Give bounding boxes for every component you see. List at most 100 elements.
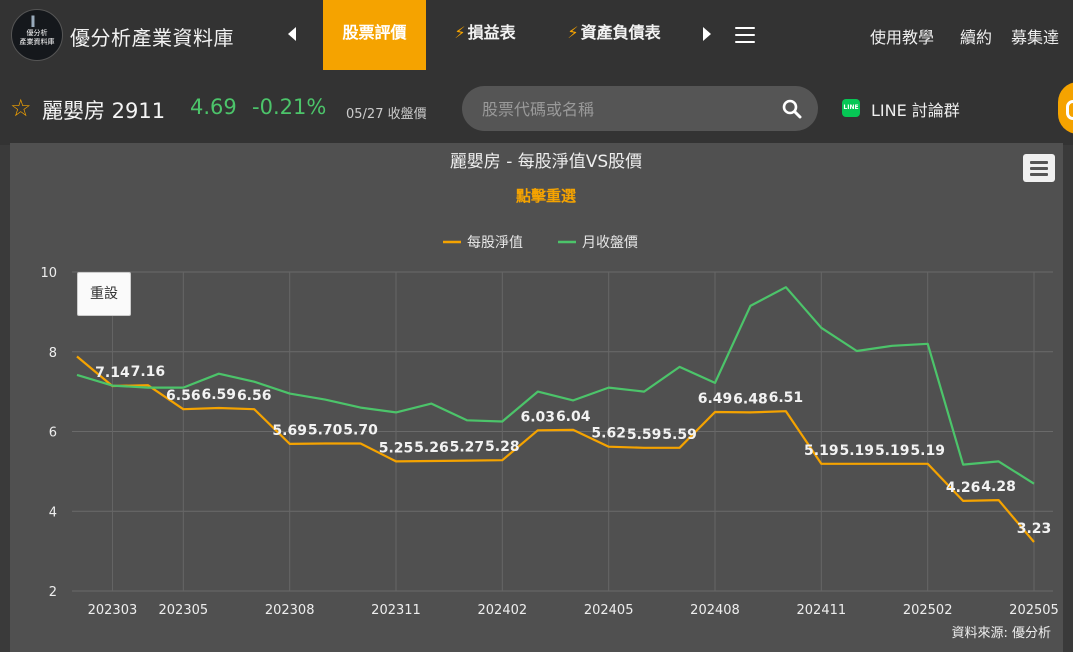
price-data-point[interactable] — [855, 349, 859, 353]
x-tick-label: 202311 — [371, 603, 421, 618]
stock-price-date: 05/27 收盤價 — [346, 107, 427, 122]
price-data-point[interactable] — [323, 398, 327, 402]
nav-data-label: 6.56 — [237, 388, 272, 404]
search-input[interactable] — [480, 96, 764, 122]
price-data-point[interactable] — [678, 365, 682, 369]
nav-data-label: 5.19 — [875, 443, 910, 459]
line-app-icon[interactable]: LINE — [842, 99, 860, 117]
price-data-point[interactable] — [110, 384, 114, 388]
brand-title[interactable]: 優分析產業資料庫 — [70, 26, 234, 50]
price-data-point[interactable] — [1032, 482, 1036, 486]
price-data-point[interactable] — [429, 402, 433, 406]
y-tick-label: 10 — [40, 266, 57, 281]
nav-data-point[interactable] — [75, 355, 79, 359]
tab-income-statement[interactable]: ⚡ 損益表 — [440, 0, 530, 70]
logo[interactable]: I 優分析 產業資料庫 — [11, 9, 63, 61]
nav-right-arrow-icon[interactable] — [697, 22, 717, 46]
nav-data-label: 3.23 — [1017, 521, 1052, 537]
nav-data-point[interactable] — [500, 458, 504, 462]
nav-data-point[interactable] — [1032, 540, 1036, 544]
tab-stock-valuation[interactable]: 股票評價 — [323, 0, 426, 70]
nav-data-point[interactable] — [997, 498, 1001, 502]
price-data-point[interactable] — [713, 381, 717, 385]
price-series-line[interactable] — [76, 286, 1035, 485]
legend-nav-label[interactable]: 每股淨值 — [467, 235, 523, 251]
stock-name-code: 麗嬰房 2911 — [42, 99, 166, 123]
top-navbar — [0, 0, 1073, 70]
nav-data-label: 5.59 — [662, 427, 697, 443]
price-data-point[interactable] — [997, 459, 1001, 463]
y-tick-label: 8 — [49, 346, 57, 361]
price-data-point[interactable] — [288, 392, 292, 396]
nav-data-point[interactable] — [571, 428, 575, 432]
price-data-point[interactable] — [748, 304, 752, 308]
price-data-point[interactable] — [784, 285, 788, 289]
nav-data-point[interactable] — [323, 441, 327, 445]
link-fundraise[interactable]: 募集達 — [1011, 28, 1060, 47]
nav-data-point[interactable] — [181, 407, 185, 411]
hamburger-menu-icon[interactable] — [735, 27, 755, 43]
x-tick-label: 202408 — [690, 603, 740, 618]
nav-data-label: 6.49 — [698, 391, 733, 407]
nav-data-label: 5.19 — [804, 443, 839, 459]
search-icon[interactable] — [782, 99, 802, 119]
price-data-point[interactable] — [465, 418, 469, 422]
nav-data-point[interactable] — [890, 462, 894, 466]
nav-data-point[interactable] — [748, 410, 752, 414]
chart-legend[interactable]: 每股淨值 月收盤價 — [443, 234, 638, 251]
price-data-point[interactable] — [819, 326, 823, 330]
nav-data-point[interactable] — [465, 459, 469, 463]
link-renew[interactable]: 續約 — [960, 28, 993, 47]
nav-left-arrow-icon[interactable] — [283, 22, 303, 46]
tab-balance-sheet[interactable]: ⚡ 資產負債表 — [549, 0, 679, 70]
price-data-point[interactable] — [571, 398, 575, 402]
price-data-point[interactable] — [500, 420, 504, 424]
nav-data-label: 6.48 — [733, 391, 768, 407]
nav-data-point[interactable] — [607, 445, 611, 449]
nav-data-point[interactable] — [819, 462, 823, 466]
price-data-point[interactable] — [146, 386, 150, 390]
nav-data-point[interactable] — [252, 407, 256, 411]
nav-data-point[interactable] — [536, 428, 540, 432]
price-data-point[interactable] — [961, 463, 965, 467]
nav-data-point[interactable] — [217, 406, 221, 410]
price-data-point[interactable] — [536, 390, 540, 394]
nav-data-point[interactable] — [288, 442, 292, 446]
price-data-point[interactable] — [394, 410, 398, 414]
nav-data-label: 5.62 — [591, 426, 626, 442]
price-data-point[interactable] — [75, 373, 79, 377]
link-tutorial[interactable]: 使用教學 — [870, 28, 935, 47]
chart-subtitle-reselect[interactable]: 點擊重選 — [516, 187, 576, 205]
tab-label: 股票評價 — [342, 23, 407, 42]
nav-data-label: 6.03 — [521, 409, 556, 425]
nav-data-label: 7.16 — [131, 364, 166, 380]
nav-data-point[interactable] — [359, 441, 363, 445]
nav-data-point[interactable] — [678, 446, 682, 450]
price-data-point[interactable] — [607, 386, 611, 390]
price-data-point[interactable] — [217, 372, 221, 376]
floating-action-button[interactable] — [1058, 82, 1073, 134]
nav-series-line[interactable] — [76, 355, 1035, 543]
nav-data-point[interactable] — [394, 459, 398, 463]
line-discussion-link[interactable]: LINE 討論群 — [871, 101, 960, 120]
nav-data-point[interactable] — [713, 410, 717, 414]
nav-data-point[interactable] — [429, 459, 433, 463]
nav-data-point[interactable] — [926, 462, 930, 466]
nav-data-point[interactable] — [784, 409, 788, 413]
nav-data-point[interactable] — [855, 462, 859, 466]
nav-data-point[interactable] — [642, 446, 646, 450]
y-tick-label: 4 — [49, 505, 57, 520]
price-data-point[interactable] — [890, 344, 894, 348]
price-data-point[interactable] — [926, 342, 930, 346]
y-tick-label: 2 — [49, 585, 57, 600]
favorite-star-icon[interactable]: ☆ — [10, 94, 32, 122]
legend-price-label[interactable]: 月收盤價 — [582, 234, 638, 251]
chart-export-menu-icon[interactable] — [1023, 154, 1055, 182]
nav-data-label: 4.28 — [981, 479, 1016, 495]
price-data-point[interactable] — [642, 390, 646, 394]
price-data-point[interactable] — [359, 406, 363, 410]
price-data-point[interactable] — [252, 380, 256, 384]
nav-data-point[interactable] — [961, 499, 965, 503]
tab-label: 資產負債表 — [580, 23, 661, 42]
zoom-reset-button[interactable]: 重設 — [77, 272, 131, 316]
